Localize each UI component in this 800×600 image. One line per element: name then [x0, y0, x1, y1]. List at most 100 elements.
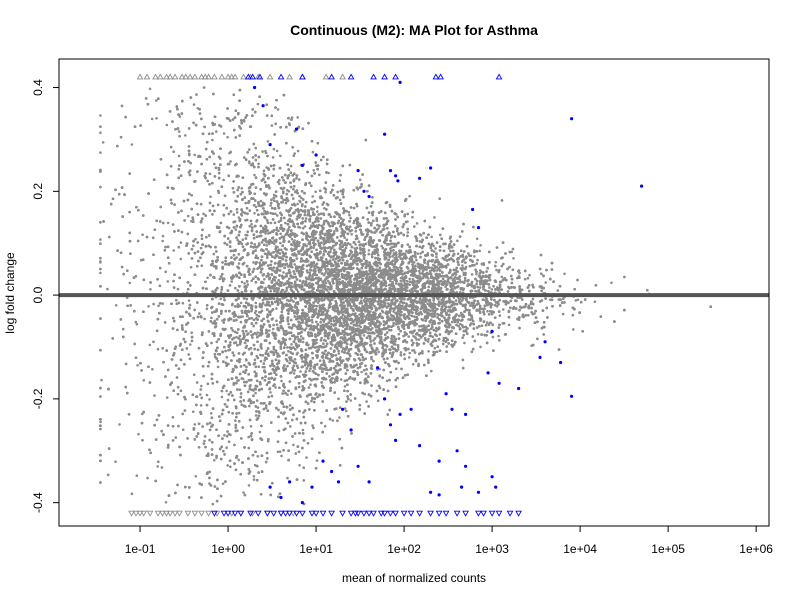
ns-point — [415, 222, 419, 225]
ns-point — [212, 252, 216, 256]
ns-point — [243, 282, 246, 285]
ns-point — [230, 303, 234, 307]
ns-point — [100, 378, 103, 382]
ns-point — [164, 501, 168, 504]
ns-point — [261, 298, 265, 302]
ns-point — [213, 162, 216, 166]
ns-point — [322, 252, 326, 256]
ns-point — [249, 401, 253, 405]
ns-point — [211, 138, 214, 142]
ns-point — [408, 194, 411, 198]
ns-point — [299, 370, 302, 373]
ns-point — [273, 199, 276, 202]
ns-point — [101, 141, 105, 144]
ns-point — [190, 220, 193, 223]
ns-point — [210, 316, 213, 320]
ns-point — [377, 350, 381, 354]
ns-point — [454, 275, 457, 279]
ns-point — [380, 244, 384, 248]
ns-point — [347, 210, 351, 214]
ns-point — [311, 211, 315, 214]
ns-point — [293, 263, 297, 266]
ns-point — [408, 351, 412, 355]
ns-point — [192, 103, 196, 106]
ns-point — [206, 452, 210, 455]
ns-point — [296, 202, 300, 206]
ns-point — [216, 365, 220, 369]
ns-point — [252, 261, 255, 264]
ns-point — [275, 319, 278, 323]
ns-point — [318, 359, 322, 363]
ns-point — [498, 298, 502, 302]
ns-point — [178, 115, 182, 118]
ns-point — [490, 312, 494, 316]
ns-point — [199, 393, 202, 396]
ns-point — [488, 286, 491, 289]
ns-point — [236, 238, 239, 242]
ns-point — [265, 383, 269, 387]
ns-point — [337, 352, 341, 355]
ns-point — [385, 379, 389, 383]
ns-point — [310, 318, 314, 322]
ns-point — [172, 249, 175, 252]
ns-point — [470, 273, 474, 276]
ns-point — [286, 346, 289, 349]
ns-point — [228, 348, 232, 351]
ns-point — [286, 393, 289, 397]
ns-point — [334, 354, 338, 357]
ns-point — [203, 317, 206, 321]
ns-point — [213, 459, 216, 462]
ns-point — [253, 173, 256, 177]
ns-point — [152, 302, 155, 306]
ns-point — [331, 277, 334, 281]
ns-point — [237, 262, 241, 265]
ns-point — [254, 391, 257, 395]
ns-point — [241, 238, 245, 241]
ns-point — [279, 216, 283, 220]
ns-point — [495, 268, 498, 272]
ns-point — [523, 277, 527, 281]
ns-point — [362, 334, 366, 337]
ns-point — [435, 350, 439, 354]
ns-point — [327, 171, 330, 175]
ns-point — [239, 301, 243, 305]
ns-point — [221, 482, 225, 486]
ns-point — [269, 204, 273, 207]
ns-point — [308, 369, 311, 373]
ns-point — [478, 249, 482, 253]
ns-point — [343, 407, 347, 410]
ns-point — [181, 315, 184, 319]
ns-point — [355, 204, 359, 208]
ns-point — [418, 240, 422, 243]
ns-point — [397, 332, 401, 336]
ns-point — [275, 323, 279, 327]
ns-point — [177, 154, 181, 158]
ns-point — [156, 465, 159, 468]
ns-point — [200, 384, 203, 388]
ns-point — [450, 320, 454, 324]
ns-point — [416, 252, 420, 255]
ns-point — [349, 399, 353, 402]
ns-point — [269, 221, 273, 225]
ns-point — [148, 343, 152, 347]
ns-point — [252, 475, 256, 478]
ns-point — [275, 226, 279, 230]
ns-point — [478, 286, 482, 289]
ns-point — [243, 363, 246, 367]
ns-point — [576, 298, 580, 302]
ns-point — [433, 264, 437, 268]
ns-point — [174, 128, 177, 131]
ns-point — [229, 465, 232, 469]
ns-point — [235, 256, 238, 259]
ns-point — [155, 99, 158, 102]
ns-point — [349, 216, 352, 220]
ns-point — [254, 256, 257, 260]
ns-point — [246, 283, 250, 286]
ns-point — [282, 198, 285, 201]
ns-point — [531, 297, 535, 301]
ns-point — [528, 273, 531, 277]
ns-point — [479, 345, 482, 349]
ns-point — [464, 257, 467, 260]
ns-point — [255, 399, 259, 402]
ns-point — [315, 256, 318, 260]
